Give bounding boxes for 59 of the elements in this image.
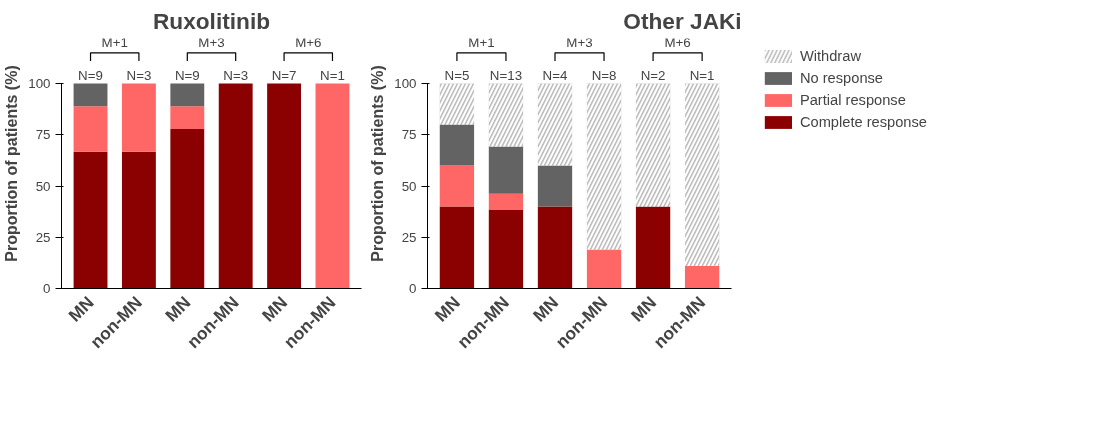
text: N=9 [174,67,200,83]
bar [635,206,671,289]
bar [537,165,573,207]
text: N=4 [542,67,568,83]
y-tick-label: 25 [35,229,51,245]
x-tick-label: MN [161,292,195,326]
y-tick-label: 50 [35,178,51,194]
legend-label: No response [799,70,884,86]
bar [488,193,524,210]
y-tick-label: 25 [401,229,417,245]
bar [488,146,524,194]
bar [73,106,108,152]
bar [121,83,156,152]
bar [267,83,302,289]
legend-label: Complete response [799,114,927,130]
bar [170,106,205,130]
text: N=7 [271,67,297,83]
x-tick-label: MN [528,292,563,326]
bar [537,206,573,289]
bar [121,151,156,289]
text: N=1 [320,67,345,83]
bar [73,83,108,107]
text: M+1 [101,34,128,50]
bar [315,83,350,289]
y-tick-label: 75 [35,127,51,143]
bar [439,124,475,166]
chart-title: Other JAKi [623,7,742,34]
y-tick-label: 0 [43,281,51,296]
x-tick-label: MN [430,292,464,326]
bar [586,249,622,289]
bar [170,83,205,107]
bar [439,165,475,207]
y-axis-title: Proportion of patients (%) [369,65,387,262]
bar [488,209,524,289]
x-tick-label: MN [64,292,98,326]
text: N=3 [126,67,152,83]
text: M+1 [468,34,495,50]
bar [218,83,253,289]
bar [170,129,205,289]
text: N=13 [489,67,523,83]
legend-label: Withdraw [799,48,861,64]
text: N=3 [223,67,249,83]
y-tick-label: 100 [28,76,51,92]
bar [684,265,720,289]
chart-title: Ruxolitinib [152,7,271,34]
y-tick-label: 50 [401,178,417,194]
x-tick-label: MN [626,292,661,326]
text: N=5 [444,67,470,83]
legend-label: Partial response [799,92,906,108]
text: N=2 [640,67,666,83]
y-tick-label: 0 [409,281,417,296]
text: N=1 [689,67,715,83]
bar [439,206,475,289]
bar [73,151,108,289]
y-tick-label: 100 [394,76,417,92]
text: N=8 [591,67,617,83]
y-axis-title: Proportion of patients (%) [3,65,21,262]
y-tick-label: 75 [401,127,417,143]
text: N=9 [78,67,103,83]
